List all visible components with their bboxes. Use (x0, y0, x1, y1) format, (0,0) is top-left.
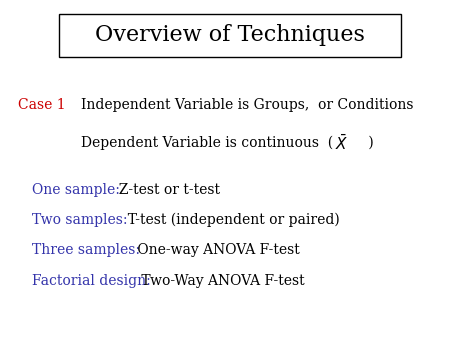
Text: Z-test or t-test: Z-test or t-test (110, 183, 220, 196)
Text: Case 1: Case 1 (18, 98, 66, 112)
Text: Three samples:: Three samples: (32, 243, 140, 257)
Text: $\bar{X}$: $\bar{X}$ (335, 134, 349, 153)
Text: Dependent Variable is continuous  (: Dependent Variable is continuous ( (81, 135, 338, 150)
Text: Two-Way ANOVA F-test: Two-Way ANOVA F-test (137, 274, 305, 288)
Text: Factorial design:: Factorial design: (32, 274, 150, 288)
Text: Two samples:: Two samples: (32, 213, 127, 227)
Text: Independent Variable is Groups,  or Conditions: Independent Variable is Groups, or Condi… (81, 98, 414, 112)
Text: One sample:: One sample: (32, 183, 119, 196)
Text: Overview of Techniques: Overview of Techniques (94, 24, 365, 47)
Text: ): ) (364, 135, 374, 149)
Text: T-test (independent or paired): T-test (independent or paired) (119, 213, 340, 227)
Text: One-way ANOVA F-test: One-way ANOVA F-test (133, 243, 300, 257)
FancyBboxPatch shape (58, 14, 400, 57)
